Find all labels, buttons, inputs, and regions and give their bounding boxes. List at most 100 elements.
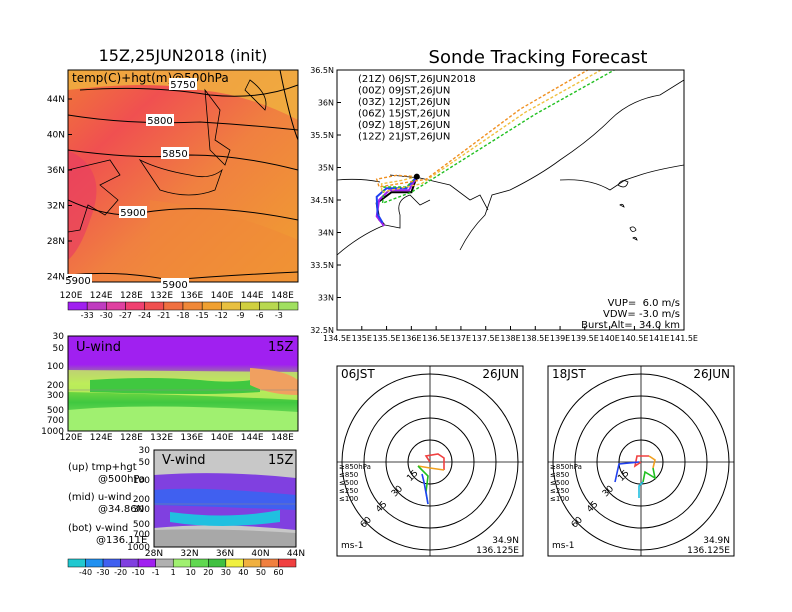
contour-label: 5850 <box>162 149 187 160</box>
legend-up-level: @500hPa <box>98 474 145 485</box>
sonde-lon-label: 134.5E <box>323 334 351 343</box>
sonde-map: (21Z) 06JST,26JUN2018(00Z) 09JST,26JUN(0… <box>310 66 698 343</box>
sonde-lat-label: 32.5N <box>310 326 334 335</box>
map-lat-label: 32N <box>47 202 65 212</box>
wind-colorbar-label: -10 <box>132 568 145 577</box>
sonde-lon-label: 138.5E <box>521 334 549 343</box>
wind-colorbar-label: 50 <box>256 568 266 577</box>
v-wind-pressure-label: 100 <box>133 476 150 486</box>
launch-legend-entry: (00Z) 09JST,26JUN <box>358 86 450 97</box>
contour-label-bg <box>119 206 147 218</box>
hodograph-trace-segment <box>421 473 429 505</box>
map-title: 15Z,25JUN2018 (init) <box>99 46 268 65</box>
map-lat-labels: 44N 40N 36N 32N 28N 24N <box>47 95 72 283</box>
v-wind-pressure-label: 30 <box>139 446 151 456</box>
wind-colorbar-label: 1 <box>171 568 176 577</box>
hodograph-level-label: ≤100 <box>550 495 569 503</box>
map-lon-label: 140E <box>211 291 234 301</box>
sonde-title: Sonde Tracking Forecast <box>429 47 648 68</box>
hodograph-trace-segment <box>648 455 656 469</box>
sonde-lon-label: 135.5E <box>373 334 401 343</box>
v-wind-lat-label: 32N <box>180 549 198 559</box>
temp-colorbar-swatch <box>278 301 299 311</box>
launch-legend-entry: (12Z) 21JST,26JUN <box>358 132 450 143</box>
sonde-lat-label: 35.5N <box>310 131 334 140</box>
v-wind-label: V-wind <box>162 453 206 468</box>
temp-colorbar-swatch <box>259 301 280 311</box>
sonde-lat-label: 33.5N <box>310 261 334 270</box>
sonde-lon-label: 138E <box>500 334 520 343</box>
hodograph-lat: 34.9N <box>703 536 730 546</box>
hodograph-level-label: ≤100 <box>339 495 358 503</box>
map-lon-label: 120E <box>60 291 83 301</box>
hodograph-level-label: ≤250 <box>339 487 358 495</box>
legend-bot-lon: @136.11E <box>96 535 147 546</box>
legend-up: (up) tmp+hgt <box>68 462 137 473</box>
v-wind-lat-label: 36N <box>216 549 234 559</box>
map-lat-label: 44N <box>47 95 65 105</box>
wind-colorbar-swatch <box>190 558 209 568</box>
hodograph-unit: ms-1 <box>341 541 363 551</box>
sonde-lon-label: 141E <box>649 334 669 343</box>
legend-mid: (mid) u-wind <box>68 492 131 503</box>
hodograph-lat: 34.9N <box>492 536 519 546</box>
sonde-lat-label: 35N <box>318 164 334 173</box>
hodograph-level-label: ≥850hPa <box>550 463 582 471</box>
hodograph-lon: 136.125E <box>476 546 519 556</box>
temp-colorbar-label: -30 <box>100 311 113 320</box>
wind-colorbar-label: -40 <box>79 568 92 577</box>
u-wind-time: 15Z <box>268 340 294 355</box>
u-wind-lon-labels: 120E 124E 128E 132E 136E 140E 144E 148E <box>60 433 295 443</box>
wind-colorbar-label: 40 <box>238 568 248 577</box>
map-lat-label: 24N <box>47 273 65 283</box>
wind-colorbar-swatch <box>137 558 156 568</box>
map-lon-labels: 120E 124E 128E 132E 136E 140E 144E 148E <box>60 291 295 301</box>
contour-label: 5900 <box>65 276 90 287</box>
map-lat-label: 36N <box>47 166 65 176</box>
temp-colorbar-swatch <box>86 301 107 311</box>
v-wind-time: 15Z <box>268 453 294 468</box>
u-wind-pressure-label: 300 <box>47 391 64 401</box>
trajectory-series-3 <box>381 70 616 205</box>
trajectory-series-4 <box>380 70 603 194</box>
sonde-lon-label: 140E <box>599 334 619 343</box>
temp-colorbar: -33 -30 -27 -24 -21 -18 -15 -12 -9 -6 -3 <box>67 301 299 320</box>
map-lon-label: 124E <box>90 291 113 301</box>
sonde-lat-label: 36.5N <box>310 66 334 75</box>
temp-colorbar-label: -21 <box>157 311 170 320</box>
temp-colorbar-label: -33 <box>81 311 94 320</box>
u-wind-pressure-label: 700 <box>47 416 64 426</box>
u-wind-pressure-label: 500 <box>47 406 64 416</box>
u-wind-lon-label: 136E <box>180 433 203 443</box>
launch-legend-entry: (06Z) 15JST,26JUN <box>358 109 450 120</box>
sonde-lat-labels: 36.5N 36N 35.5N 35N 34.5N 34N 33.5N 33N 32.5N <box>310 66 341 335</box>
hodograph-trace-segment <box>633 455 649 468</box>
vup-label: VUP= 6.0 m/s <box>608 298 680 309</box>
wind-colorbar: -40 -30 -20 -10 -1 1 10 20 30 40 50 60 <box>67 558 297 577</box>
u-wind-lon-label: 148E <box>271 433 294 443</box>
wind-colorbar-swatch <box>260 558 279 568</box>
hodograph-unit: ms-1 <box>552 541 574 551</box>
temp-colorbar-label: -18 <box>176 311 189 320</box>
hodograph-level-label: ≤850 <box>339 471 358 479</box>
temp-colorbar-swatch <box>240 301 260 311</box>
map-lon-label: 144E <box>241 291 264 301</box>
v-wind-pressure-label: 300 <box>133 505 150 515</box>
temp-colorbar-swatch <box>106 301 126 311</box>
contour-label: 5800 <box>147 116 172 127</box>
hodograph-trace-segment <box>638 481 644 498</box>
wind-colorbar-swatch <box>278 558 297 568</box>
launch-legend: (21Z) 06JST,26JUN2018(00Z) 09JST,26JUN(0… <box>358 74 476 143</box>
wind-colorbar-swatch <box>120 558 139 568</box>
map-lon-label: 136E <box>180 291 203 301</box>
u-wind-lon-label: 132E <box>150 433 173 443</box>
contour-label-bg <box>146 114 174 126</box>
hodograph-level-label: ≤500 <box>550 479 569 487</box>
temp-colorbar-label: -12 <box>215 311 228 320</box>
sonde-lon-label: 139E <box>550 334 570 343</box>
map-lon-label: 132E <box>150 291 173 301</box>
u-wind-lon-label: 124E <box>90 433 113 443</box>
